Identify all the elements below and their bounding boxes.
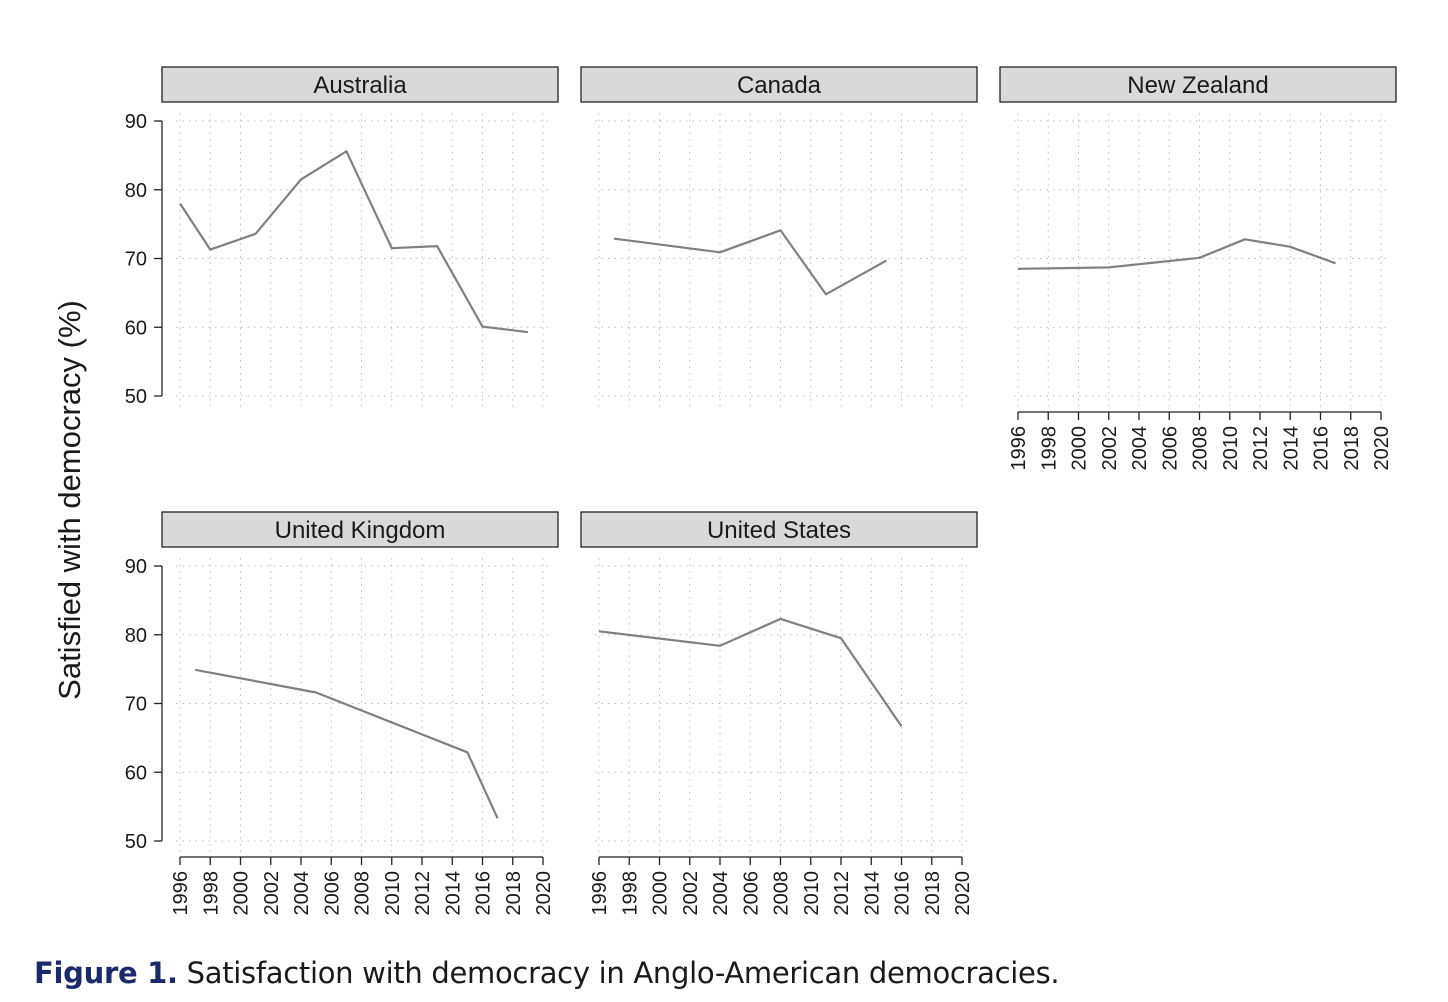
x-tick-label: 2004 bbox=[1129, 426, 1151, 471]
panel-header bbox=[999, 66, 1397, 103]
x-tick-label: 2010 bbox=[801, 871, 823, 916]
x-tick-label: 2020 bbox=[952, 871, 974, 916]
x-tick-label: 2012 bbox=[412, 871, 434, 916]
x-tick-label: 2018 bbox=[503, 871, 525, 916]
x-tick-label: 2008 bbox=[771, 871, 793, 916]
panel-header bbox=[161, 511, 559, 548]
y-tick-label: 50 bbox=[125, 831, 147, 853]
panel-title: New Zealand bbox=[1127, 72, 1268, 99]
x-tick-label: 2018 bbox=[1341, 426, 1363, 471]
x-tick-label: 2012 bbox=[1250, 426, 1272, 471]
panel-united-states: United States 1996 1998 2000 2002 2004 2006 200… bbox=[580, 511, 978, 916]
series-line bbox=[1017, 238, 1336, 270]
series-line bbox=[598, 617, 903, 727]
y-axis-label: Satisfied with democracy (%) bbox=[52, 300, 87, 700]
x-tick-label: 2008 bbox=[352, 871, 374, 916]
x-tick-label: 2016 bbox=[892, 871, 914, 916]
y-tick-label: 80 bbox=[125, 625, 147, 647]
y-tick-label: 90 bbox=[125, 556, 147, 578]
y-tick-label: 90 bbox=[125, 111, 147, 133]
panel-australia: Australia 50 60 70 80 90 bbox=[125, 66, 559, 412]
x-tick-label: 2002 bbox=[1099, 426, 1121, 471]
x-tick-label: 2002 bbox=[680, 871, 702, 916]
x-tick-label: 2012 bbox=[831, 871, 853, 916]
panel-united-kingdom: United Kingdom 50 60 70 80 90 1996 1998 2000 2002… bbox=[125, 511, 559, 916]
panel-title: United Kingdom bbox=[275, 517, 446, 544]
series-line bbox=[613, 229, 887, 296]
x-tick-label: 2000 bbox=[650, 871, 672, 916]
figure-caption: Figure 1. Satisfaction with democracy in… bbox=[34, 956, 1060, 990]
x-tick-label: 1998 bbox=[200, 871, 222, 916]
y-tick-label: 60 bbox=[125, 762, 147, 784]
x-tick-label: 1996 bbox=[170, 871, 192, 916]
x-tick-label: 2020 bbox=[1371, 426, 1393, 471]
panel-title: United States bbox=[707, 517, 851, 544]
x-tick-label: 2000 bbox=[1069, 426, 1091, 471]
x-tick-label: 1998 bbox=[619, 871, 641, 916]
y-tick-label: 50 bbox=[125, 386, 147, 408]
x-tick-label: 2010 bbox=[1220, 426, 1242, 471]
y-tick-label: 80 bbox=[125, 180, 147, 202]
panel-header bbox=[580, 66, 978, 103]
x-tick-label: 2014 bbox=[861, 871, 883, 916]
x-tick-label: 2010 bbox=[382, 871, 404, 916]
x-tick-label: 2020 bbox=[533, 871, 555, 916]
x-tick-label: 2006 bbox=[1159, 426, 1181, 471]
x-tick-label: 1996 bbox=[1008, 426, 1030, 471]
faceted-line-chart: Satisfied with democracy (%) Australia 50… bbox=[52, 66, 1397, 916]
panel-new-zealand: New Zealand 1996 1998 2000 2002 2004 2006 2008 2… bbox=[999, 66, 1397, 471]
x-tick-label: 2016 bbox=[473, 871, 495, 916]
y-tick-label: 60 bbox=[125, 317, 147, 339]
panel-header bbox=[161, 66, 559, 103]
x-tick-label: 2016 bbox=[1311, 426, 1333, 471]
panel-canada: Canada bbox=[580, 66, 978, 412]
series-line bbox=[194, 668, 499, 819]
x-tick-label: 1996 bbox=[589, 871, 611, 916]
x-tick-label: 2006 bbox=[321, 871, 343, 916]
panel-title: Canada bbox=[737, 72, 822, 99]
x-tick-label: 2004 bbox=[291, 871, 313, 916]
caption-label: Figure 1. bbox=[34, 956, 178, 990]
panel-header bbox=[580, 511, 978, 548]
panel-title: Australia bbox=[313, 72, 407, 99]
x-tick-label: 2004 bbox=[710, 871, 732, 916]
x-tick-label: 1998 bbox=[1038, 426, 1060, 471]
y-tick-label: 70 bbox=[125, 694, 147, 716]
caption-text: Satisfaction with democracy in Anglo-Ame… bbox=[177, 956, 1060, 990]
x-tick-label: 2002 bbox=[261, 871, 283, 916]
x-tick-label: 2008 bbox=[1190, 426, 1212, 471]
x-tick-label: 2018 bbox=[922, 871, 944, 916]
x-tick-label: 2000 bbox=[231, 871, 253, 916]
y-tick-label: 70 bbox=[125, 249, 147, 271]
x-tick-label: 2006 bbox=[740, 871, 762, 916]
x-tick-label: 2014 bbox=[1280, 426, 1302, 471]
x-tick-label: 2014 bbox=[442, 871, 464, 916]
series-line bbox=[179, 150, 529, 334]
